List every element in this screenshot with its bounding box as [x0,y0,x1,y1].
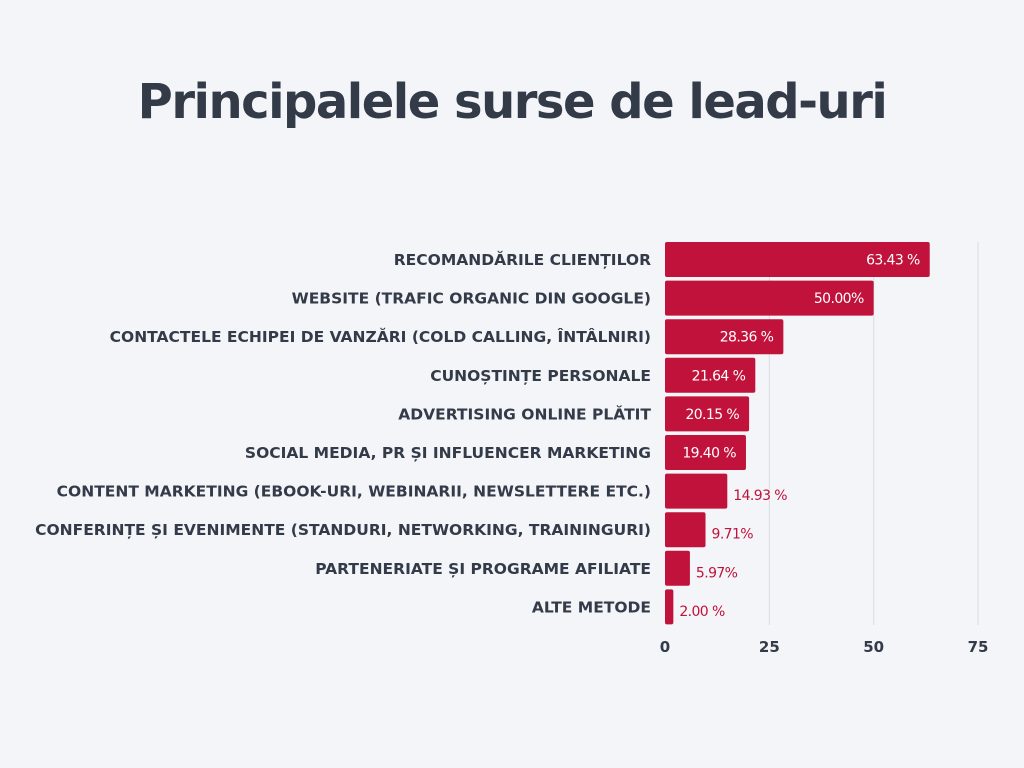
category-label: PARTENERIATE ȘI PROGRAME AFILIATE [315,560,651,578]
value-label: 2.00 % [679,604,725,620]
category-label: CONTACTELE ECHIPEI DE VANZĂRI (COLD CALL… [110,327,651,346]
value-label: 19.40 % [682,446,736,462]
value-label: 50.00% [814,291,864,307]
category-label: RECOMANDĂRILE CLIENȚILOR [394,250,651,269]
bar [665,396,750,432]
value-label: 5.97% [696,565,738,581]
value-labels: 63.43 % 50.00% 28.36 % 21.64 % 20.15 % 19.40 … [679,253,920,620]
value-label: 20.15 % [685,407,739,423]
category-label: CONFERINȚE ȘI EVENIMENTE (STANDURI, NETW… [35,521,651,539]
bar [665,589,674,625]
bar [665,242,930,277]
bar [665,357,756,393]
value-label: 21.64 % [692,368,746,384]
bar [665,512,706,548]
bar [665,435,746,470]
x-tick-label: 0 [660,638,670,656]
chart-title: Principalele surse de lead-uri [137,74,888,130]
bar [665,550,690,586]
category-label: SOCIAL MEDIA, PR ȘI INFLUENCER MARKETING [245,444,651,462]
category-label: ADVERTISING ONLINE PLĂTIT [398,404,651,423]
category-label: CONTENT MARKETING (EBOOK-URI, WEBINARII,… [57,483,651,501]
x-tick-label: 50 [863,638,884,656]
value-label: 28.36 % [720,330,774,346]
bar [665,319,784,355]
category-label: CUNOȘTINȚE PERSONALE [430,367,651,385]
value-label: 9.71% [712,527,754,543]
category-labels: RECOMANDĂRILE CLIENȚILOR WEBSITE (TRAFIC … [35,250,651,616]
x-axis-ticks: 0 25 50 75 [660,638,989,656]
x-tick-label: 25 [759,638,780,656]
bar [665,473,728,509]
bars [665,242,930,625]
category-label: WEBSITE (TRAFIC ORGANIC DIN GOOGLE) [292,290,651,308]
bar [665,280,874,316]
value-label: 63.43 % [866,253,920,269]
value-label: 14.93 % [733,488,787,504]
category-label: ALTE METODE [532,598,651,616]
x-tick-label: 75 [968,638,989,656]
